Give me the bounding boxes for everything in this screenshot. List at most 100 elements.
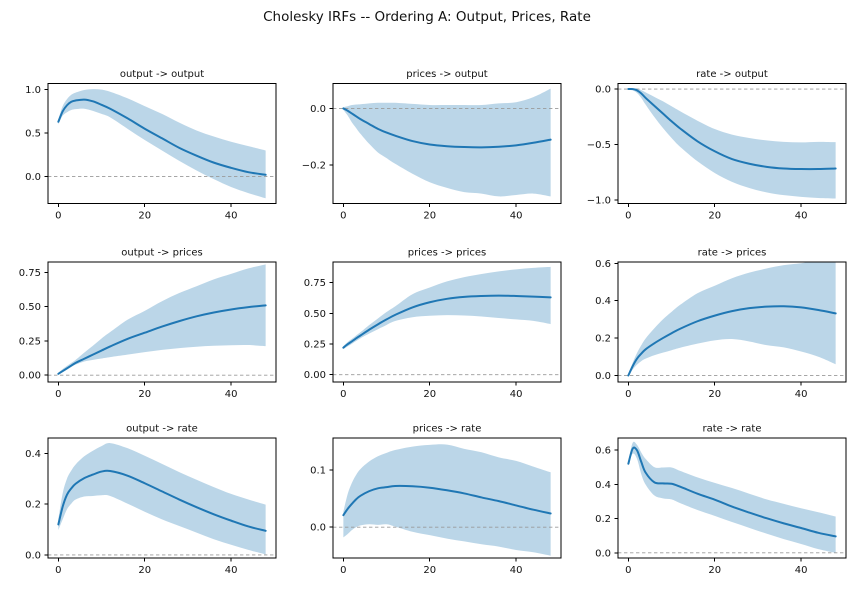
y-tick-label: 0.0 [595, 548, 611, 559]
subplot-title: rate -> output [696, 69, 768, 80]
confidence-band [628, 441, 836, 553]
y-tick-label: 0.0 [595, 85, 611, 96]
x-tick-label: 0 [340, 389, 346, 400]
y-tick-label: 0.2 [25, 500, 41, 511]
subplot-rate-prices: 0 20 40 0.0 0.2 0.4 0.6 rate -> prices [595, 248, 847, 400]
y-tick-label: −1.0 [587, 196, 611, 207]
y-tick-label: 0.1 [310, 466, 326, 477]
x-tick-label: 40 [795, 211, 808, 222]
median-line [57, 304, 267, 375]
x-tick-label: 0 [625, 389, 631, 400]
subplot-rate-output: 0 20 40 −1.0 −0.5 0.0 rate -> output [587, 69, 847, 222]
subplot-output-output: 0 20 40 0.0 0.5 1.0 output -> output [25, 69, 277, 222]
subplot-prices-rate: 0 20 40 0.0 0.1 prices -> rate [310, 424, 562, 576]
y-tick-label: 0.0 [25, 172, 41, 183]
x-tick-label: 20 [138, 389, 151, 400]
x-tick-label: 0 [55, 389, 61, 400]
y-tick-label: 0.0 [595, 371, 611, 382]
y-tick-label: 0.4 [595, 480, 611, 491]
subplot-title: prices -> rate [413, 424, 482, 435]
x-tick-label: 40 [510, 211, 523, 222]
subplot-title: output -> output [120, 69, 204, 80]
x-tick-label: 40 [225, 211, 238, 222]
x-tick-label: 40 [225, 389, 238, 400]
y-tick-label: 0.6 [595, 259, 611, 270]
y-tick-label: 0.4 [595, 296, 611, 307]
median-line [57, 469, 267, 532]
y-tick-label: 0.00 [304, 370, 326, 381]
x-tick-label: 20 [708, 389, 721, 400]
confidence-band [628, 262, 836, 376]
median-line [627, 87, 837, 171]
x-tick-label: 20 [138, 211, 151, 222]
axes-spines [47, 83, 277, 204]
x-tick-label: 20 [423, 565, 436, 576]
axes-spines [617, 261, 847, 383]
y-tick-label: −0.2 [302, 161, 326, 172]
subplot-output-rate: 0 20 40 0.0 0.2 0.4 output -> rate [25, 424, 277, 576]
x-tick-label: 40 [795, 565, 808, 576]
x-tick-label: 20 [708, 211, 721, 222]
y-tick-label: −0.5 [587, 140, 611, 151]
confidence-band [343, 444, 551, 556]
median-line [342, 294, 552, 349]
y-tick-label: 0.2 [595, 514, 611, 525]
x-tick-label: 20 [423, 389, 436, 400]
y-tick-label: 0.0 [310, 104, 326, 115]
y-tick-label: 0.75 [304, 278, 326, 289]
axes-spines [332, 261, 562, 383]
y-tick-label: 0.25 [304, 339, 326, 350]
x-tick-label: 0 [340, 565, 346, 576]
confidence-band [343, 88, 551, 197]
confidence-band [628, 88, 836, 199]
x-tick-label: 40 [795, 389, 808, 400]
confidence-band [58, 264, 266, 375]
axes-spines [332, 437, 562, 559]
x-tick-label: 40 [225, 565, 238, 576]
subplot-title: prices -> prices [408, 248, 487, 259]
x-tick-label: 40 [510, 565, 523, 576]
subplot-title: rate -> rate [703, 424, 762, 435]
x-tick-label: 0 [625, 565, 631, 576]
subplot-prices-output: 0 20 40 −0.2 0.0 prices -> output [302, 69, 562, 222]
confidence-band [58, 89, 266, 199]
median-line [627, 446, 837, 538]
median-line [627, 305, 837, 377]
x-tick-label: 0 [55, 211, 61, 222]
subplot-rate-rate: 0 20 40 0.0 0.2 0.4 0.6 rate -> rate [595, 424, 847, 576]
y-tick-label: 0.50 [19, 302, 41, 313]
x-tick-label: 20 [138, 565, 151, 576]
x-tick-label: 0 [625, 211, 631, 222]
axes-spines [332, 83, 562, 204]
axes-spines [47, 437, 277, 559]
y-tick-label: 0.4 [25, 449, 41, 460]
median-line [342, 484, 552, 517]
x-tick-label: 20 [423, 211, 436, 222]
axes-spines [617, 83, 847, 204]
y-tick-label: 0.75 [19, 268, 41, 279]
y-tick-label: 0.0 [310, 523, 326, 534]
y-tick-label: 0.0 [25, 550, 41, 561]
y-tick-label: 0.2 [595, 334, 611, 345]
y-tick-label: 0.50 [304, 309, 326, 320]
y-tick-label: 0.25 [19, 336, 41, 347]
subplot-title: prices -> output [406, 69, 488, 80]
x-tick-label: 20 [708, 565, 721, 576]
subplot-output-prices: 0 20 40 0.00 0.25 0.50 0.75 output -> prices [19, 248, 277, 400]
x-tick-label: 0 [340, 211, 346, 222]
confidence-band [343, 266, 551, 350]
subplot-prices-prices: 0 20 40 0.00 0.25 0.50 0.75 prices -> prices [304, 248, 562, 400]
y-tick-label: 1.0 [25, 85, 41, 96]
figure-title: Cholesky IRFs -- Ordering A: Output, Pri… [263, 9, 591, 25]
axes-spines [47, 261, 277, 383]
axes-spines [617, 437, 847, 559]
median-line [57, 98, 267, 176]
x-tick-label: 0 [55, 565, 61, 576]
x-tick-label: 40 [510, 389, 523, 400]
subplot-title: output -> rate [126, 424, 198, 435]
y-tick-label: 0.00 [19, 371, 41, 382]
subplot-title: rate -> prices [698, 248, 767, 259]
median-line [342, 107, 552, 149]
